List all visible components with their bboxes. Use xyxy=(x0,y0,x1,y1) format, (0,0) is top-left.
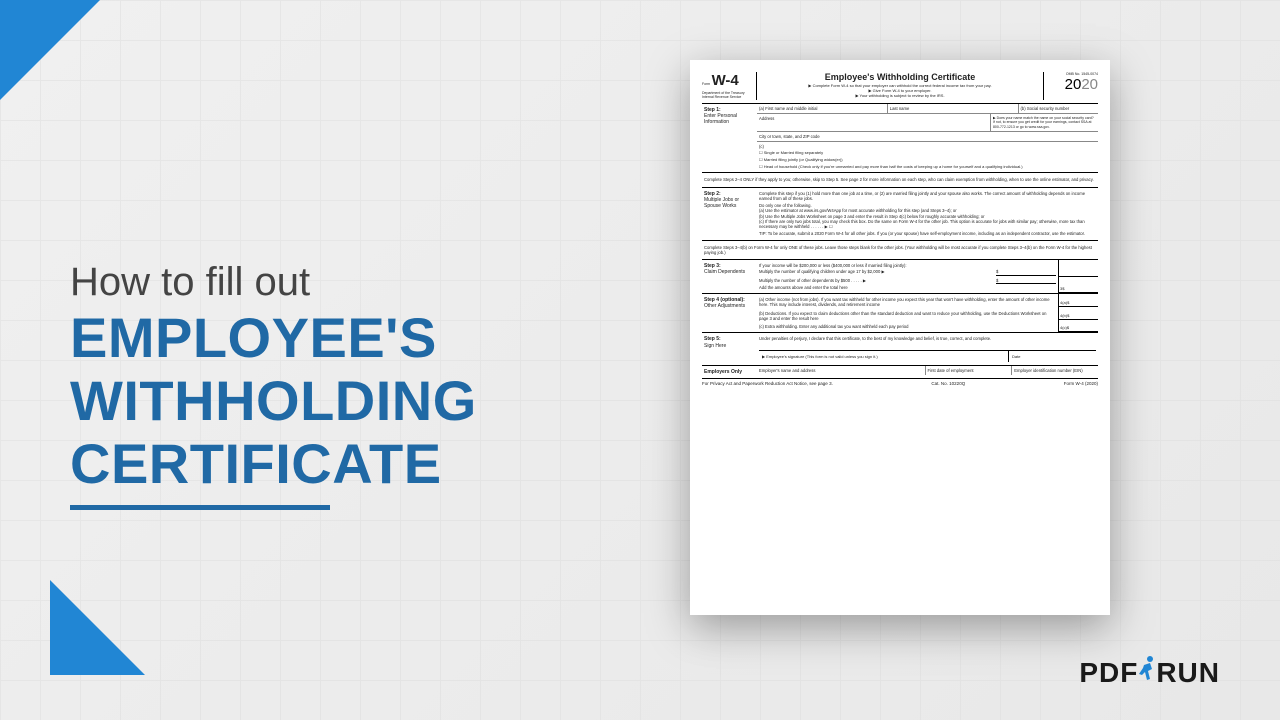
step3-l1: Multiply the number of qualifying childr… xyxy=(759,269,885,275)
step4-a: (a) Other income (not from jobs). If you… xyxy=(759,297,1056,308)
form-prefix: Form xyxy=(702,82,710,86)
employers-firstdate: First date of employment xyxy=(926,366,1013,375)
form-footer: For Privacy Act and Paperwork Reduction … xyxy=(702,378,1098,387)
step1-cb3: Head of household (Check only if you're … xyxy=(759,163,1096,170)
headline-line-2a: EMPLOYEE'S xyxy=(70,309,477,368)
step3-box: 3 xyxy=(1060,286,1062,291)
form-year-suffix: 20 xyxy=(1081,76,1098,93)
step-1: Step 1: Enter Personal Information (a) F… xyxy=(702,104,1098,174)
form-title: Employee's Withholding Certificate xyxy=(761,72,1039,83)
logo-run: RUN xyxy=(1156,657,1220,689)
instructions-2: Complete Steps 3–4(b) on Form W-4 for on… xyxy=(702,241,1098,261)
footer-right: Form W-4 (2020) xyxy=(1064,381,1098,387)
footer-left: For Privacy Act and Paperwork Reduction … xyxy=(702,381,833,387)
employers-name: Employer's name and address xyxy=(757,366,926,375)
decorative-triangle-bottom xyxy=(50,580,145,675)
step1-cb2: Married filing jointly (or Qualifying wi… xyxy=(759,156,1096,163)
headline-line-2c: CERTIFICATE xyxy=(70,435,477,494)
step2-sub: Multiple Jobs or Spouse Works xyxy=(704,197,755,210)
step1-firstname: (a) First name and middle initial xyxy=(757,104,888,113)
headline-underline xyxy=(70,505,330,510)
logo-pdf: PDF xyxy=(1079,657,1138,689)
form-number: W-4 xyxy=(712,72,739,89)
form-header: Form W-4 Department of the Treasury Inte… xyxy=(702,72,1098,104)
step5-decl: Under penalties of perjury, I declare th… xyxy=(759,336,1096,341)
step1-sub: Enter Personal Information xyxy=(704,113,755,126)
step5-sub: Sign Here xyxy=(704,343,755,349)
headline-line-2b: WITHHOLDING xyxy=(70,372,477,431)
runner-icon xyxy=(1136,655,1158,690)
employers-ein: Employer identification number (EIN) xyxy=(1012,366,1098,375)
step3-l2: Multiply the number of other dependents … xyxy=(759,278,866,284)
step3-l3: Add the amounts above and enter the tota… xyxy=(759,285,1056,290)
step-2: Step 2: Multiple Jobs or Spouse Works Co… xyxy=(702,188,1098,241)
step1-cb1: Single or Married filing separately xyxy=(759,149,1096,156)
form-w4-preview: Form W-4 Department of the Treasury Inte… xyxy=(690,60,1110,615)
step-3: Step 3: Claim Dependents If your income … xyxy=(702,260,1098,294)
step4-box-b: 4(b) xyxy=(1060,313,1067,318)
step1-lastname: Last name xyxy=(888,104,1019,113)
step4-box-a: 4(a) xyxy=(1060,300,1067,305)
footer-center: Cat. No. 10220Q xyxy=(931,381,965,387)
step4-b: (b) Deductions. If you expect to claim d… xyxy=(759,311,1056,322)
employers-label: Employers Only xyxy=(704,369,755,375)
decorative-triangle-top xyxy=(0,0,100,100)
instructions-1: Complete Steps 2–4 ONLY if they apply to… xyxy=(702,173,1098,187)
step2-tip: TIP: To be accurate, submit a 2020 Form … xyxy=(759,231,1096,236)
step4-sub: Other Adjustments xyxy=(704,303,755,309)
step4-c: (c) Extra withholding. Enter any additio… xyxy=(759,324,1056,329)
step1-ssn: (b) Social security number xyxy=(1019,104,1098,113)
step1-city: City or town, state, and ZIP code xyxy=(757,132,1098,141)
headline-line-1: How to fill out xyxy=(70,260,477,305)
step1-address: Address xyxy=(757,114,991,131)
step-5: Step 5: Sign Here Under penalties of per… xyxy=(702,333,1098,365)
form-irs: Internal Revenue Service xyxy=(702,95,753,99)
step5-date: Date xyxy=(1009,351,1096,362)
headline-block: How to fill out EMPLOYEE'S WITHHOLDING C… xyxy=(70,260,477,510)
form-sub3: ▶ Your withholding is subject to review … xyxy=(761,93,1039,98)
step1-c: (c) xyxy=(759,144,764,149)
step5-sig: Employee's signature (This form is not v… xyxy=(766,354,877,359)
step1-ssn-note: ▶ Does your name match the name on your … xyxy=(991,114,1098,131)
step3-sub: Claim Dependents xyxy=(704,269,755,275)
employers-only: Employers Only Employer's name and addre… xyxy=(702,366,1098,378)
step4-box-c: 4(c) xyxy=(1060,325,1067,330)
pdfrun-logo: PDF RUN xyxy=(1079,655,1220,690)
step-4: Step 4 (optional): Other Adjustments (a)… xyxy=(702,294,1098,333)
step2-intro: Complete this step if you (1) hold more … xyxy=(759,191,1096,202)
step2-c: (c) If there are only two jobs total, yo… xyxy=(759,219,1096,230)
